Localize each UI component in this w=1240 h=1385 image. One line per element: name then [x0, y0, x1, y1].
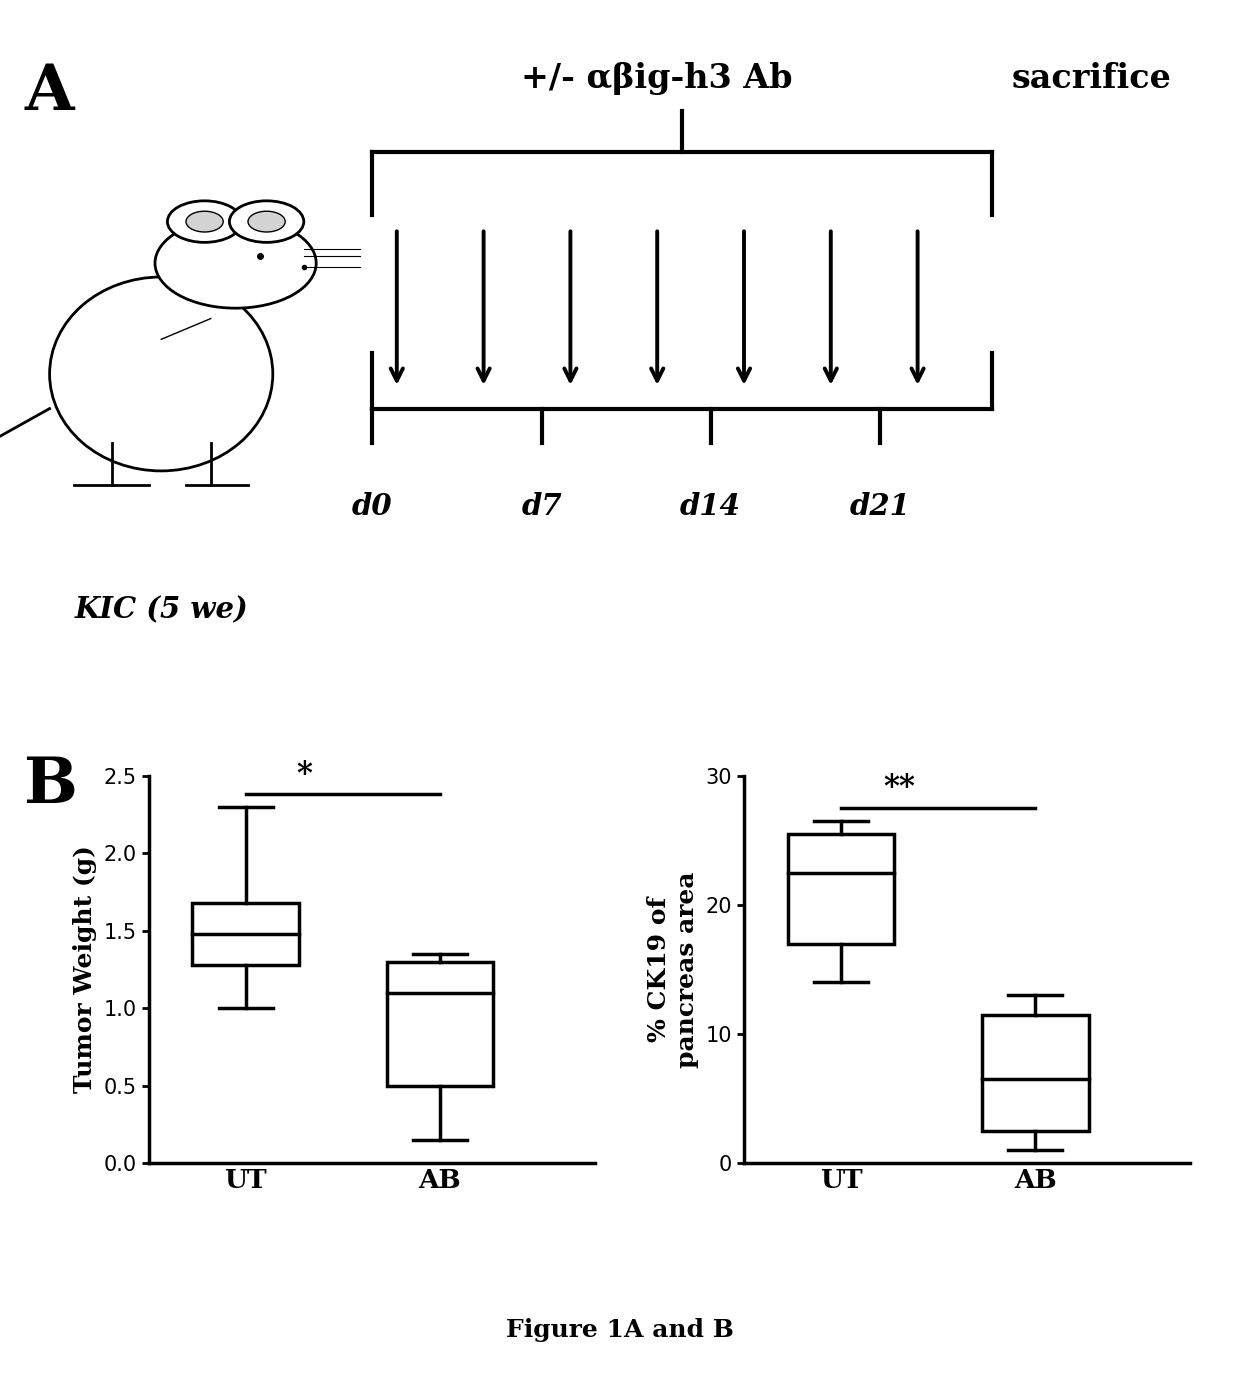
Bar	[982, 1015, 1089, 1132]
Bar	[787, 834, 894, 943]
Text: +/- αβig-h3 Ab: +/- αβig-h3 Ab	[522, 62, 792, 96]
Circle shape	[155, 219, 316, 309]
Text: A: A	[25, 62, 74, 123]
Y-axis label: % CK19 of
pancreas area: % CK19 of pancreas area	[647, 871, 699, 1068]
Y-axis label: Tumor Weight (g): Tumor Weight (g)	[73, 846, 97, 1093]
Circle shape	[186, 211, 223, 231]
Text: B: B	[22, 755, 77, 816]
Circle shape	[167, 201, 242, 242]
Circle shape	[229, 201, 304, 242]
Text: KIC (5 we): KIC (5 we)	[74, 596, 248, 625]
Ellipse shape	[50, 277, 273, 471]
Bar	[387, 961, 494, 1086]
Text: Figure 1A and B: Figure 1A and B	[506, 1317, 734, 1342]
Text: d14: d14	[680, 492, 742, 521]
Text: d0: d0	[352, 492, 392, 521]
Text: **: **	[883, 771, 915, 803]
Circle shape	[248, 211, 285, 231]
Text: d21: d21	[849, 492, 911, 521]
Text: sacrifice: sacrifice	[1012, 62, 1171, 96]
Bar	[192, 903, 299, 965]
Text: d7: d7	[522, 492, 562, 521]
Text: *: *	[296, 759, 312, 789]
